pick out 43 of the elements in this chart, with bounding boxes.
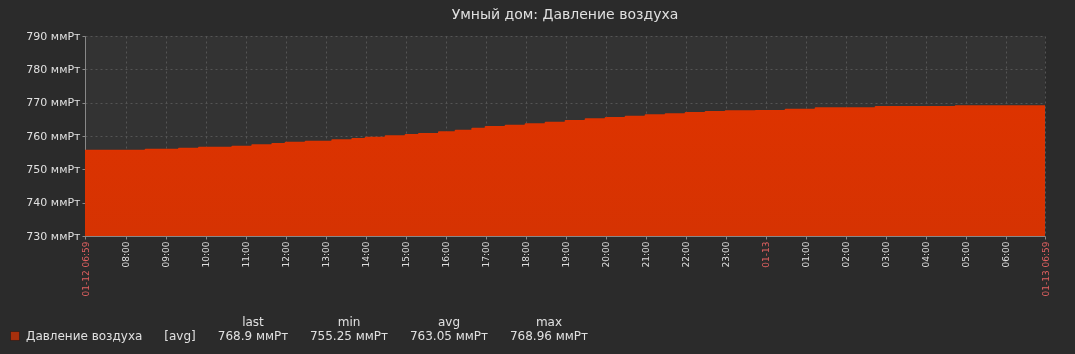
x-tick-label: 18:00 [521,241,532,268]
x-tick-label: 12:00 [281,241,292,268]
x-tick-label: 01-12 06:59 [80,241,91,297]
x-tick-label: 10:00 [201,241,212,268]
y-tick-label: 730 ммРт [26,229,82,243]
x-tick-label: 01-13 [761,241,772,268]
text: 755.25 ммРт [309,329,389,343]
x-tick-label: 02:00 [841,241,852,268]
x-tick-label: 03:00 [881,241,892,268]
x-tick-label: 09:00 [161,241,172,268]
x-tick-label: 23:00 [721,241,732,268]
x-tick-label: 04:00 [921,241,932,268]
text: last [242,315,265,329]
y-tick-label: 790 ммРт [26,29,82,43]
x-tick-label: 05:00 [961,241,972,268]
x-tick-label: 11:00 [241,241,252,268]
text: max [535,315,563,329]
y-tick-label: 740 ммРт [26,196,82,210]
text: min [337,315,361,329]
y-tick-label: 760 ммРт [26,129,82,143]
text: 768.9 ммРт [217,329,289,343]
chart-title: Умный дом: Давление воздуха [451,6,679,22]
text: 768.96 ммРт [509,329,589,343]
x-tick-label: 01:00 [801,241,812,268]
x-tick-label: 17:00 [481,241,492,268]
x-tick-label: 06:00 [1001,241,1012,268]
y-tick-label: 780 ммРт [26,62,82,76]
x-tick-label: 16:00 [441,241,452,268]
text: 763.05 ммРт [409,329,489,343]
text: avg [437,315,461,329]
text: [avg] [164,329,196,343]
x-tick-label: 14:00 [361,241,372,268]
legend-label: Давление воздуха [26,329,143,343]
x-tick-label: 01-13 06:59 [1040,241,1051,297]
x-tick-label: 19:00 [561,241,572,268]
x-tick-label: 15:00 [401,241,412,268]
x-tick-label: 21:00 [641,241,652,268]
x-tick-label: 08:00 [121,241,132,268]
y-tick-label: 750 ммРт [26,162,82,176]
x-tick-label: 20:00 [601,241,612,268]
y-tick-label: 770 ммРт [26,96,82,110]
x-tick-label: 13:00 [321,241,332,268]
x-tick-label: 22:00 [681,241,692,268]
